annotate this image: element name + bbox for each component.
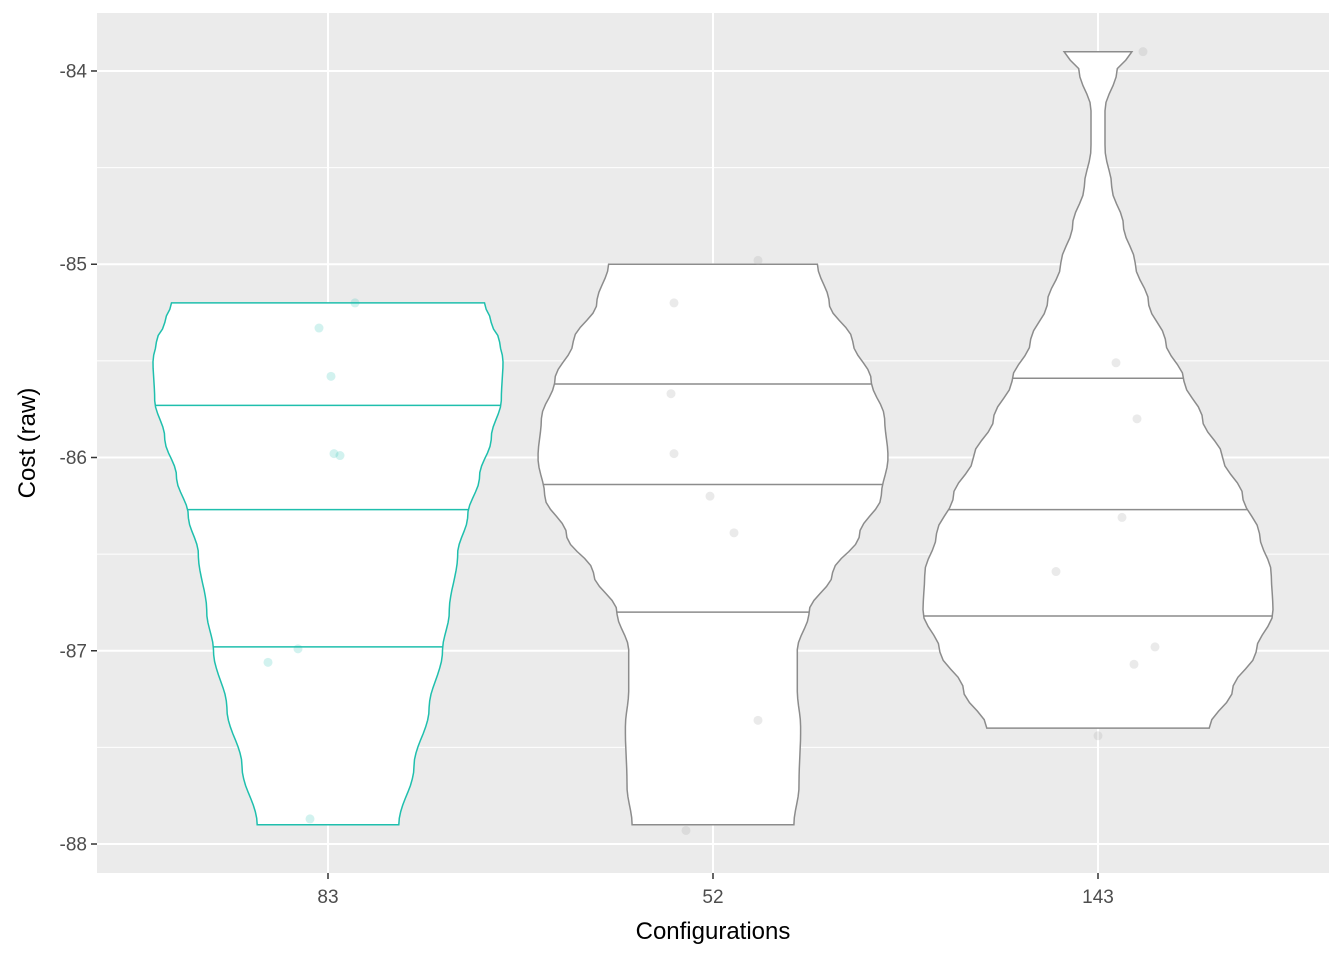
data-point xyxy=(681,825,691,835)
y-axis: -84 -85 -86 -87 -88 xyxy=(60,61,97,856)
x-axis-title: Configurations xyxy=(636,918,791,945)
y-tick-label: -87 xyxy=(60,641,87,662)
x-axis: 83 52 143 xyxy=(317,873,1114,908)
data-point xyxy=(314,323,324,333)
data-point xyxy=(1093,731,1103,741)
data-point xyxy=(293,644,303,654)
data-point xyxy=(350,298,360,308)
data-point xyxy=(753,255,763,265)
y-tick-label: -85 xyxy=(60,255,87,276)
data-point xyxy=(335,451,345,461)
data-point xyxy=(669,298,679,308)
x-tick-label: 83 xyxy=(317,887,338,908)
violin-52 xyxy=(537,263,889,826)
data-point xyxy=(705,491,715,501)
data-point xyxy=(1132,414,1142,424)
x-tick-label: 143 xyxy=(1082,887,1114,908)
data-point xyxy=(729,528,739,538)
data-point xyxy=(1138,47,1148,57)
violin-83 xyxy=(152,302,504,826)
data-point xyxy=(1117,512,1127,522)
y-tick-label: -86 xyxy=(60,448,87,469)
data-point xyxy=(1111,358,1121,368)
data-point xyxy=(326,371,336,381)
y-tick-label: -88 xyxy=(60,835,87,856)
data-point xyxy=(669,449,679,459)
x-tick-label: 52 xyxy=(702,887,723,908)
data-point xyxy=(329,449,339,459)
data-point xyxy=(1129,659,1139,669)
points-layer xyxy=(263,47,1160,835)
data-point xyxy=(305,814,315,824)
data-point xyxy=(263,657,273,667)
data-point xyxy=(753,715,763,725)
y-axis-title: Cost (raw) xyxy=(14,388,41,499)
y-tick-label: -84 xyxy=(60,61,88,82)
data-point xyxy=(1051,567,1061,577)
data-point xyxy=(666,389,676,399)
violin-143 xyxy=(922,50,1274,729)
data-point xyxy=(1150,642,1160,652)
violins-layer xyxy=(152,50,1274,826)
